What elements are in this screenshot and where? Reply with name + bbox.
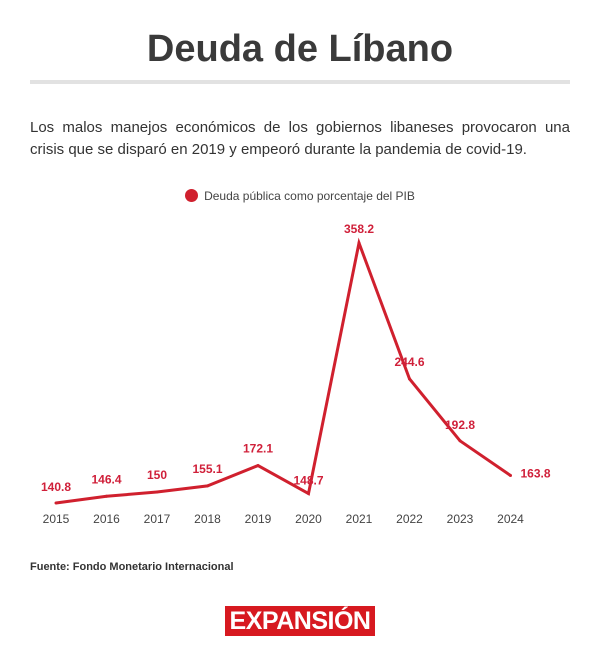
x-tick-label: 2020	[295, 512, 322, 526]
x-tick-label: 2016	[93, 512, 120, 526]
source-note: Fuente: Fondo Monetario Internacional	[30, 561, 234, 573]
title-divider	[30, 80, 570, 84]
expansion-logo: EXPANSIÓN	[225, 606, 375, 636]
x-tick-label: 2022	[396, 512, 423, 526]
data-label: 163.8	[520, 466, 550, 480]
data-label: 172.1	[243, 442, 273, 456]
subtitle: Los malos manejos económicos de los gobi…	[30, 119, 570, 158]
data-label: 155.1	[192, 462, 222, 476]
x-tick-label: 2019	[245, 512, 272, 526]
data-point	[408, 377, 411, 381]
data-point	[357, 241, 361, 245]
page-title: Deuda de Líbano	[146, 28, 454, 70]
data-point	[206, 484, 209, 488]
data-label: 192.8	[445, 418, 475, 432]
chart-legend: Deuda pública como porcentaje del PIB	[0, 189, 600, 203]
x-tick-label: 2017	[144, 512, 171, 526]
data-point	[54, 501, 58, 505]
x-tick-label: 2024	[497, 512, 524, 526]
data-point	[307, 492, 310, 496]
data-point	[155, 490, 159, 494]
legend-label: Deuda pública como porcentaje del PIB	[204, 189, 415, 203]
legend-marker	[185, 189, 199, 202]
data-label: 148.7	[293, 474, 323, 488]
data-label: 150	[147, 468, 167, 482]
data-label: 244.6	[394, 355, 424, 369]
x-tick-label: 2021	[346, 512, 373, 526]
x-tick-label: 2023	[447, 512, 474, 526]
data-label: 140.8	[41, 480, 71, 494]
data-label: 358.2	[344, 222, 374, 236]
data-point	[458, 439, 462, 443]
data-label: 146.4	[91, 472, 121, 486]
logo-text: EXPANSIÓN	[229, 607, 371, 635]
data-point	[105, 494, 108, 498]
x-tick-label: 2018	[194, 512, 221, 526]
x-tick-label: 2015	[43, 512, 70, 526]
data-point	[256, 464, 260, 468]
series-line	[55, 237, 512, 505]
data-point	[509, 473, 512, 477]
